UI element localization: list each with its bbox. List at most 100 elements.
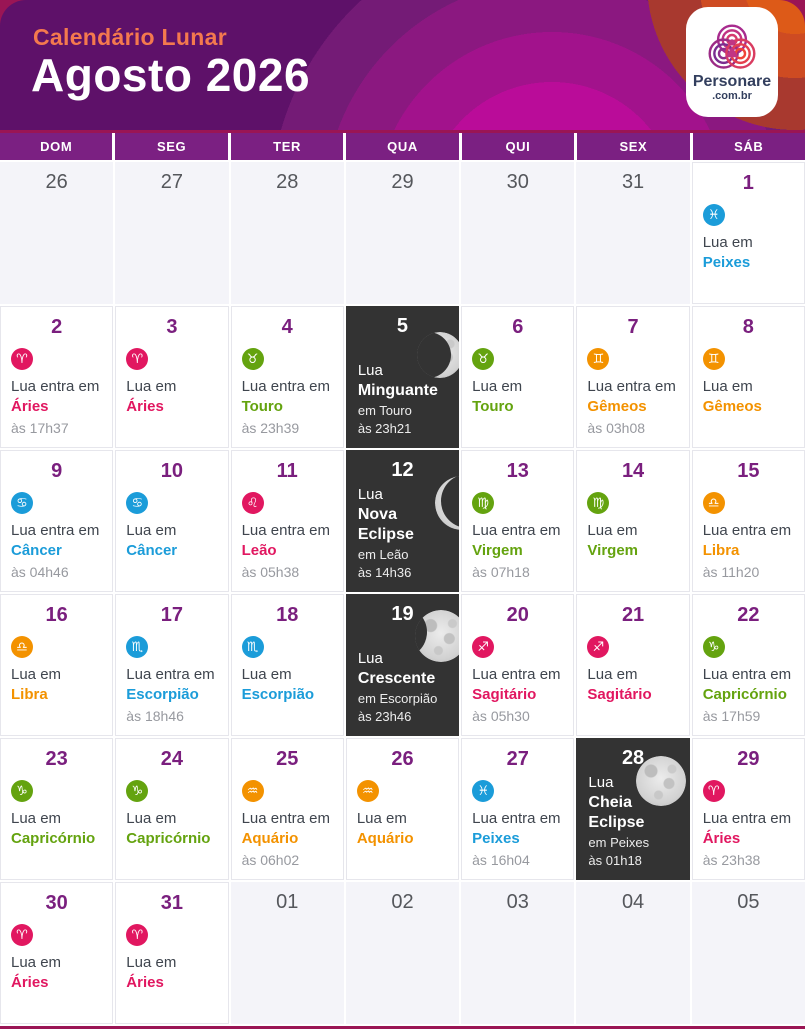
virgo-icon: ♍ xyxy=(472,492,495,514)
moon-phase-time: às 01h18 xyxy=(588,852,642,868)
moon-phase-lua-label: Lua xyxy=(357,486,383,504)
moon-event-sign: Libra xyxy=(11,686,48,704)
day-cell-05-outside: 05 xyxy=(691,882,805,1024)
moon-phase-name: Cheia Eclipse xyxy=(588,794,645,832)
moon-event-prefix: Lua entra em xyxy=(11,522,100,539)
moon-event-prefix: Lua entra em xyxy=(472,666,561,683)
cancer-icon: ♋ xyxy=(11,492,33,514)
moon-event-prefix: Lua em xyxy=(126,810,177,827)
moon-event-sign: Escorpião xyxy=(241,686,315,704)
moon-event-sign: Touro xyxy=(241,398,283,416)
moon-event-sign: Gêmeos xyxy=(702,398,762,416)
moon-event-sign: Escorpião xyxy=(126,686,199,704)
day-number: 01 xyxy=(276,891,299,913)
day-number: 13 xyxy=(506,460,529,482)
capricorn-icon: ♑ xyxy=(11,780,33,802)
moon-event-prefix: Lua em xyxy=(11,666,62,683)
moon-event-sign: Aquário xyxy=(356,830,414,848)
day-cell-3: 3 ♈ Lua em Áries xyxy=(115,306,229,448)
day-cell-04-outside: 04 xyxy=(576,882,690,1024)
moon-event-prefix: Lua entra em xyxy=(587,378,676,395)
new-eclipse-moon-image xyxy=(435,476,460,530)
personare-logo[interactable]: Personare .com.br xyxy=(686,7,778,117)
day-cell-9: 9 ♋ Lua entra em Câncer às 04h46 xyxy=(0,450,114,592)
moon-phase-sign-detail: em Leão xyxy=(357,547,409,563)
day-cell-11: 11 ♌ Lua entra em Leão às 05h38 xyxy=(230,450,344,592)
day-number: 3 xyxy=(166,316,178,338)
day-number: 27 xyxy=(506,748,529,770)
weekday-header-qua: QUA xyxy=(346,133,459,160)
weekday-header-sáb: SÁB xyxy=(692,133,805,160)
day-number: 6 xyxy=(512,316,524,338)
virgo-icon: ♍ xyxy=(587,492,610,514)
cancer-icon: ♋ xyxy=(126,492,149,514)
moon-event-prefix: Lua em xyxy=(587,666,638,683)
day-cell-20: 20 ♐ Lua entra em Sagitário às 05h30 xyxy=(461,594,575,736)
moon-event-prefix: Lua em xyxy=(702,234,753,251)
moon-event-sign: Gêmeos xyxy=(587,398,647,416)
day-number: 27 xyxy=(160,171,184,193)
day-number: 30 xyxy=(45,892,68,914)
moon-event-prefix: Lua em xyxy=(126,522,177,539)
gemini-icon: ♊ xyxy=(702,348,725,370)
moon-event-prefix: Lua em xyxy=(126,378,177,395)
taurus-icon: ♉ xyxy=(472,348,495,370)
day-cell-01-outside: 01 xyxy=(230,882,344,1024)
pisces-icon: ♓ xyxy=(702,204,725,226)
day-cell-22: 22 ♑ Lua entra em Capricórnio às 17h59 xyxy=(691,594,805,736)
capricorn-icon: ♑ xyxy=(702,636,725,658)
moon-event-sign: Áries xyxy=(126,974,164,992)
aries-icon: ♈ xyxy=(126,348,149,370)
calendar-kicker: Calendário Lunar xyxy=(33,24,227,50)
moon-event-prefix: Lua entra em xyxy=(241,522,330,539)
calendar-header: Calendário Lunar Agosto 2026 Personare .… xyxy=(0,0,805,130)
day-number: 21 xyxy=(621,604,645,626)
moon-event-sign: Virgem xyxy=(472,542,523,560)
sagittarius-icon: ♐ xyxy=(472,636,495,658)
day-cell-03-outside: 03 xyxy=(461,882,575,1024)
moon-event-prefix: Lua entra em xyxy=(702,666,792,683)
taurus-icon: ♉ xyxy=(241,348,264,370)
full-moon-image xyxy=(635,756,686,806)
moon-event-sign: Virgem xyxy=(587,542,639,560)
moon-event-time: às 23h38 xyxy=(702,851,761,868)
weekday-header-seg: SEG xyxy=(115,133,228,160)
day-cell-4: 4 ♉ Lua entra em Touro às 23h39 xyxy=(230,306,344,448)
day-number: 22 xyxy=(737,604,760,626)
day-number: 7 xyxy=(627,316,639,338)
scorpio-icon: ♏ xyxy=(126,636,149,658)
moon-phase-name: Crescente xyxy=(357,670,436,688)
weekday-header-ter: TER xyxy=(230,133,344,160)
day-cell-27: 27 ♓ Lua entra em Peixes às 16h04 xyxy=(461,738,575,880)
day-cell-27-outside: 27 xyxy=(115,162,229,304)
day-number: 29 xyxy=(737,748,760,770)
day-cell-02-outside: 02 xyxy=(345,882,460,1024)
moon-event-sign: Capricórnio xyxy=(11,830,96,848)
moon-event-prefix: Lua entra em xyxy=(702,810,792,827)
page-title: Agosto 2026 xyxy=(31,49,311,101)
moon-event-sign: Áries xyxy=(702,830,741,848)
day-cell-29-outside: 29 xyxy=(345,162,460,304)
moon-event-sign: Libra xyxy=(702,542,740,560)
moon-event-time: às 07h18 xyxy=(472,563,530,580)
libra-icon: ♎ xyxy=(11,636,33,658)
day-cell-25: 25 ♒ Lua entra em Aquário às 06h02 xyxy=(230,738,344,880)
day-cell-7: 7 ♊ Lua entra em Gêmeos às 03h08 xyxy=(576,306,690,448)
day-number: 05 xyxy=(737,891,760,913)
capricorn-icon: ♑ xyxy=(126,780,149,802)
moon-event-time: às 11h20 xyxy=(702,563,760,580)
day-cell-23: 23 ♑ Lua em Capricórnio xyxy=(0,738,114,880)
day-number: 02 xyxy=(391,891,414,913)
day-number: 5 xyxy=(396,315,409,337)
moon-event-prefix: Lua entra em xyxy=(11,378,100,395)
moon-event-prefix: Lua em xyxy=(356,810,407,827)
day-cell-31: 31 ♈ Lua em Áries xyxy=(115,882,229,1024)
moon-event-sign: Áries xyxy=(11,974,49,992)
day-number: 03 xyxy=(506,891,529,913)
day-cell-13: 13 ♍ Lua entra em Virgem às 07h18 xyxy=(461,450,575,592)
day-cell-30-outside: 30 xyxy=(461,162,575,304)
day-number: 18 xyxy=(276,604,299,626)
moon-event-sign: Áries xyxy=(11,398,49,416)
moon-event-time: às 17h37 xyxy=(11,419,69,436)
day-number: 26 xyxy=(391,748,414,770)
